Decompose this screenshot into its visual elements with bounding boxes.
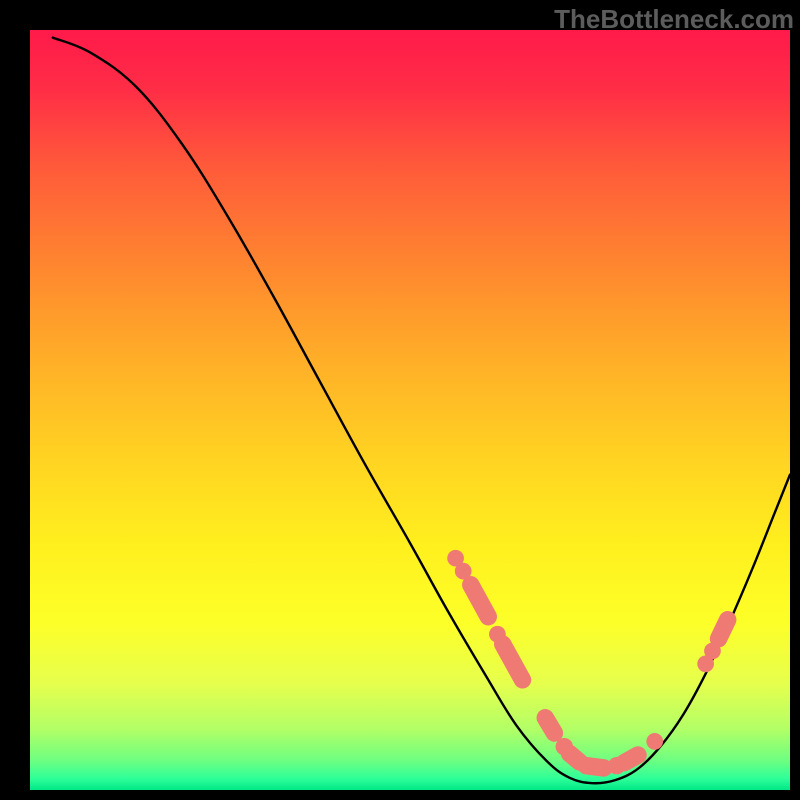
data-marker: [624, 755, 638, 763]
data-marker: [646, 733, 663, 750]
data-marker: [570, 754, 580, 762]
data-marker: [586, 766, 603, 768]
data-marker: [719, 620, 728, 639]
bottleneck-curve: [53, 38, 790, 784]
data-marker: [545, 718, 554, 733]
data-marker: [503, 644, 523, 680]
watermark-label: TheBottleneck.com: [554, 4, 794, 35]
bottleneck-chart: TheBottleneck.com: [0, 0, 800, 800]
data-marker: [471, 585, 488, 617]
plot-area: [30, 30, 790, 790]
curve-layer: [30, 30, 790, 790]
